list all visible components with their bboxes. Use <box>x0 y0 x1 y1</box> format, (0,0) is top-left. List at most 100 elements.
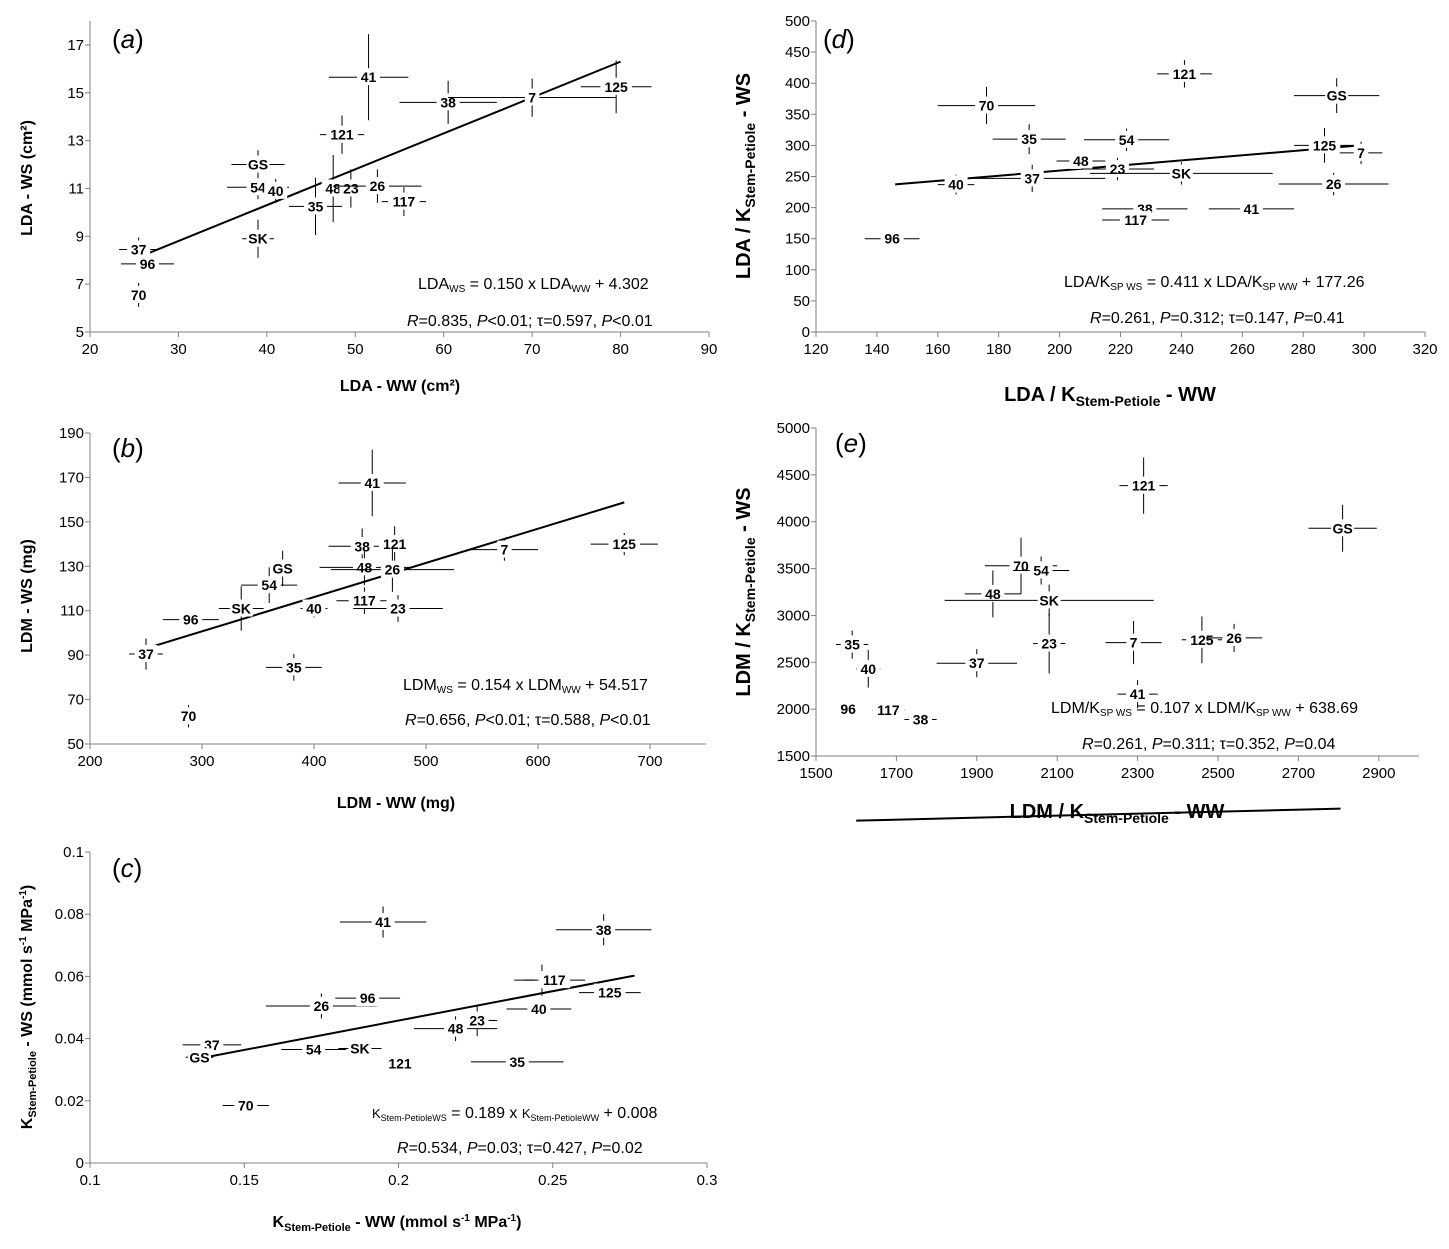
data-point: SK <box>944 584 1154 617</box>
point-label-bg <box>127 285 151 303</box>
y-tick-label: 450 <box>785 44 810 61</box>
x-tick-label: 700 <box>637 753 662 770</box>
panel-d-letter-char: d <box>832 24 848 54</box>
data-point: 26 <box>1205 623 1263 652</box>
point-label-bg <box>1037 634 1061 652</box>
point-label-bg <box>1127 476 1160 494</box>
point-label: 117 <box>877 702 900 718</box>
y-tick-label: 0.1 <box>63 844 84 861</box>
data-point: 117 <box>872 701 905 719</box>
y-tick-label: 4500 <box>777 467 810 484</box>
point-label-bg <box>246 155 270 173</box>
y-tick-label: 0.06 <box>55 968 84 985</box>
panel-b-stats: R=0.656, P<0.01; τ=0.588, P<0.01 <box>405 712 651 729</box>
point-label: SK <box>1172 165 1191 181</box>
point-label-bg <box>981 584 1005 602</box>
x-tick-label: 180 <box>986 341 1011 358</box>
x-tick-label: 280 <box>1291 341 1316 358</box>
point-label: SK <box>350 1041 369 1057</box>
x-tick-label: 80 <box>612 341 629 358</box>
y-tick-label: 170 <box>59 469 84 486</box>
data-point: 37 <box>936 649 1017 678</box>
data-point: 26 <box>1278 172 1389 196</box>
y-tick-label: 2500 <box>777 654 810 671</box>
data-point: 48 <box>964 570 1022 618</box>
point-label: 26 <box>1326 176 1342 192</box>
point-label: SK <box>231 600 250 616</box>
point-label: GS <box>273 561 293 577</box>
point-label-bg <box>303 197 327 215</box>
data-point: 7 <box>1105 621 1162 665</box>
point-label-bg <box>1331 519 1355 537</box>
point-label-bg <box>880 229 904 247</box>
point-label: 125 <box>604 79 628 95</box>
point-label-bg <box>944 175 968 193</box>
y-tick-label: 9 <box>76 228 84 245</box>
point-label-bg <box>302 599 326 617</box>
point-label: 70 <box>131 287 147 303</box>
x-tick-label: 240 <box>1169 341 1194 358</box>
point-label: 41 <box>364 475 380 491</box>
point-label-bg <box>282 658 306 676</box>
panel-c-xlabel: KStem-Petiole - WW (mmol s-1 MPa-1) <box>273 1213 522 1234</box>
point-label: 117 <box>393 194 416 210</box>
point-label: 41 <box>1130 686 1146 702</box>
data-point: 7 <box>1339 141 1383 165</box>
point-label-bg <box>1325 86 1349 104</box>
data-point: GS <box>185 1048 214 1066</box>
y-tick-label: 15 <box>67 85 84 102</box>
point-label-bg <box>1105 160 1129 178</box>
point-label-bg <box>302 1040 326 1058</box>
panel-c-ylabel: KStem-Petiole - WS (mmol s-1 MPa-1) <box>18 885 39 1129</box>
point-label: 54 <box>306 1041 322 1057</box>
y-tick-label: 1500 <box>777 748 810 765</box>
point-label: 54 <box>261 577 277 593</box>
point-label-bg <box>384 1054 416 1072</box>
panel-b-xlabel: LDM - WW (mg) <box>337 795 455 812</box>
data-point: SK <box>218 586 264 631</box>
x-tick-label: 1900 <box>960 765 993 782</box>
panel-e-xlabel: LDM / KStem-Petiole - WW <box>1010 801 1225 826</box>
point-label-bg <box>309 996 333 1014</box>
x-tick-label: 200 <box>1047 341 1072 358</box>
y-tick-label: 3000 <box>777 607 810 624</box>
point-label-bg <box>378 535 411 553</box>
point-label: 121 <box>388 1055 412 1071</box>
y-tick-label: 13 <box>67 133 84 150</box>
data-point: 54 <box>1012 556 1070 585</box>
data-point: 7 <box>470 538 538 561</box>
point-label-bg <box>524 88 540 106</box>
point-label-bg <box>326 125 358 143</box>
point-label-bg <box>264 181 288 199</box>
x-tick-label: 2300 <box>1121 765 1154 782</box>
data-point: GS <box>1308 504 1377 552</box>
point-label: SK <box>248 231 267 247</box>
data-point: 125 <box>580 60 652 114</box>
y-tick-label: 130 <box>59 558 84 575</box>
regression-line <box>856 807 1341 822</box>
data-point: 48 <box>413 1016 498 1042</box>
point-label: 35 <box>509 1054 525 1070</box>
point-label-bg <box>356 989 380 1007</box>
point-label: 125 <box>1313 137 1337 153</box>
data-point: 125 <box>1181 616 1223 664</box>
point-label-bg <box>127 240 151 258</box>
panel-b-ylabel: LDM - WS (mg) <box>19 539 36 653</box>
data-point: GS <box>1294 78 1380 114</box>
data-point: 26 <box>333 169 422 203</box>
data-point: 70 <box>127 282 151 307</box>
x-tick-label: 70 <box>524 341 541 358</box>
point-label-bg <box>1020 169 1044 187</box>
point-label: 54 <box>250 179 266 195</box>
point-label: 37 <box>131 241 147 257</box>
data-point: 117 <box>523 971 586 989</box>
point-label: SK <box>1039 592 1058 608</box>
data-point: 41 <box>1117 680 1158 709</box>
data-point: 117 <box>336 587 393 615</box>
point-label: 38 <box>596 922 612 938</box>
point-label-bg <box>965 654 989 672</box>
data-point: GS <box>231 150 285 179</box>
x-tick-label: 120 <box>803 341 828 358</box>
panel-d-equation: LDA/KSP WS = 0.411 x LDA/KSP WW + 177.26 <box>1064 274 1365 293</box>
